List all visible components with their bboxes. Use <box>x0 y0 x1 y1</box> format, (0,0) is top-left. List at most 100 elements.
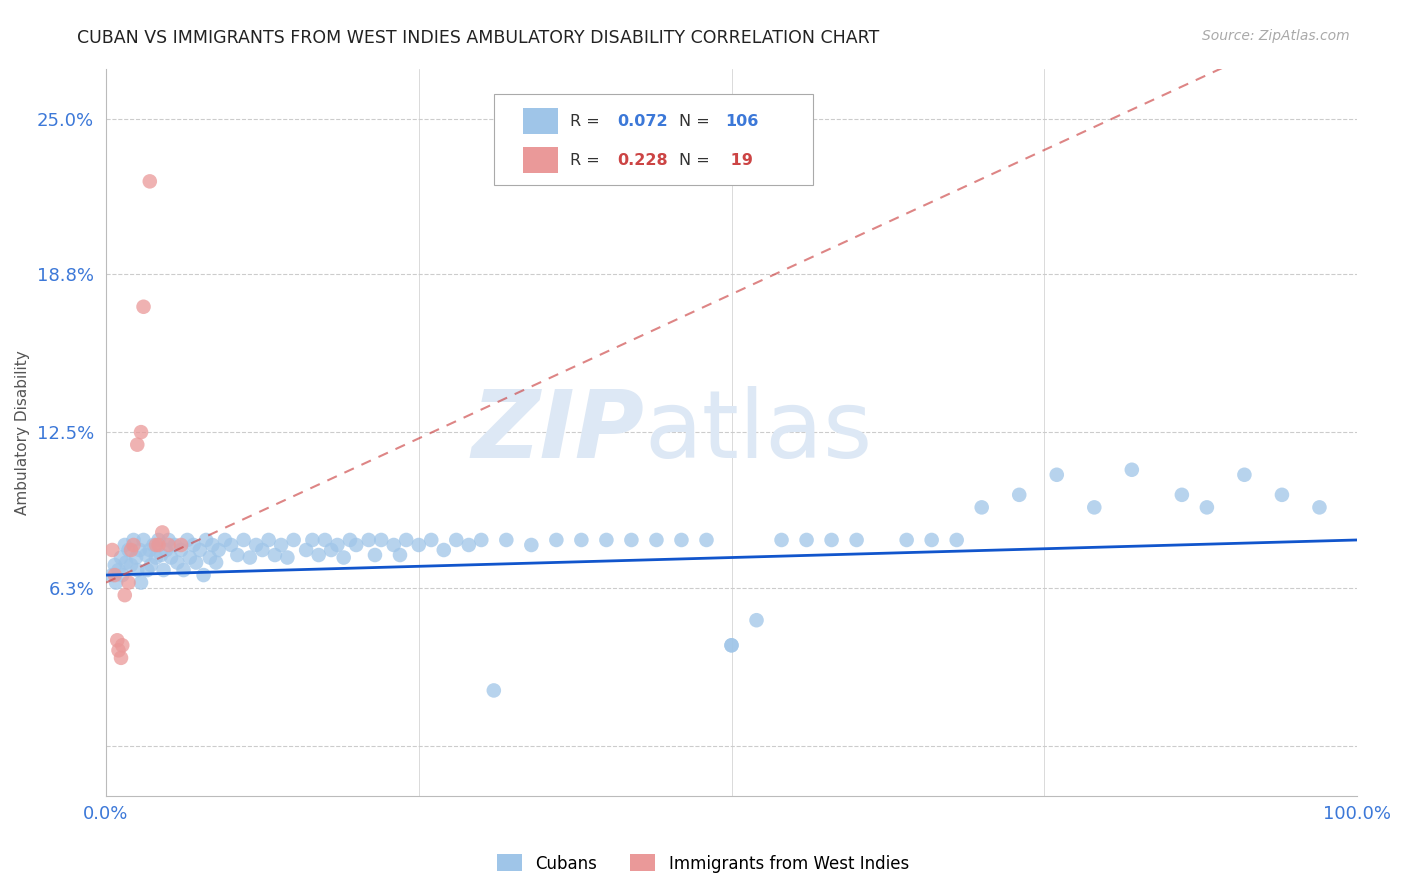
Text: N =: N = <box>679 153 714 168</box>
Point <box>120 558 142 572</box>
Point <box>163 538 186 552</box>
Point <box>115 556 138 570</box>
Point <box>195 533 218 547</box>
Point <box>1046 467 1069 482</box>
Point <box>595 533 617 547</box>
Point <box>344 538 367 552</box>
FancyBboxPatch shape <box>523 108 558 134</box>
Point <box>142 538 165 552</box>
Point <box>252 543 274 558</box>
Point <box>105 575 128 590</box>
Point <box>157 538 180 552</box>
Point <box>139 543 162 558</box>
Point <box>257 533 280 547</box>
Point <box>520 538 543 552</box>
Point <box>970 500 993 515</box>
Point <box>433 543 456 558</box>
Point <box>128 543 150 558</box>
Legend: Cubans, Immigrants from West Indies: Cubans, Immigrants from West Indies <box>491 847 915 880</box>
Text: CUBAN VS IMMIGRANTS FROM WEST INDIES AMBULATORY DISABILITY CORRELATION CHART: CUBAN VS IMMIGRANTS FROM WEST INDIES AMB… <box>77 29 880 47</box>
Point <box>301 533 323 547</box>
Point <box>179 550 201 565</box>
Point <box>720 638 742 652</box>
Point <box>470 533 492 547</box>
Point <box>1308 500 1330 515</box>
Point <box>326 538 349 552</box>
Point <box>201 538 224 552</box>
Point <box>395 533 418 547</box>
Point <box>166 556 188 570</box>
Point <box>117 543 139 558</box>
Point <box>1008 488 1031 502</box>
Point <box>845 533 868 547</box>
Point <box>620 533 643 547</box>
Point <box>173 563 195 577</box>
Point <box>104 568 127 582</box>
Point <box>239 550 262 565</box>
Point <box>370 533 392 547</box>
Point <box>546 533 568 547</box>
Point <box>176 533 198 547</box>
Point <box>127 438 149 452</box>
Point <box>226 548 249 562</box>
Point <box>107 643 129 657</box>
Point <box>170 543 193 558</box>
Text: 0.072: 0.072 <box>617 113 668 128</box>
Point <box>122 533 145 547</box>
FancyBboxPatch shape <box>523 147 558 173</box>
Point <box>127 563 149 577</box>
Point <box>457 538 479 552</box>
Point <box>308 548 330 562</box>
Point <box>745 613 768 627</box>
Point <box>160 550 183 565</box>
Point <box>314 533 336 547</box>
Point <box>1271 488 1294 502</box>
Point <box>188 543 211 558</box>
Point <box>139 558 162 572</box>
Point <box>152 563 174 577</box>
Point <box>420 533 443 547</box>
Point <box>720 638 742 652</box>
Point <box>695 533 717 547</box>
Point <box>114 588 136 602</box>
Point <box>671 533 693 547</box>
Point <box>110 550 132 565</box>
Point <box>1195 500 1218 515</box>
Point <box>129 575 152 590</box>
Point <box>157 533 180 547</box>
Point <box>205 556 228 570</box>
Point <box>150 548 173 562</box>
Point <box>155 543 177 558</box>
Point <box>569 533 592 547</box>
Point <box>198 550 221 565</box>
Point <box>495 533 517 547</box>
Point <box>107 563 129 577</box>
Text: 0.228: 0.228 <box>617 153 668 168</box>
Point <box>645 533 668 547</box>
Point <box>482 683 505 698</box>
Point <box>408 538 430 552</box>
Point <box>150 525 173 540</box>
Point <box>129 425 152 439</box>
Point <box>122 538 145 552</box>
Point <box>357 533 380 547</box>
Point <box>796 533 818 547</box>
Point <box>104 558 127 572</box>
Point <box>132 533 155 547</box>
Point <box>193 568 215 582</box>
Point <box>148 533 170 547</box>
Point <box>232 533 254 547</box>
Point <box>120 543 142 558</box>
Point <box>1233 467 1256 482</box>
Point <box>101 543 124 558</box>
Point <box>276 550 298 565</box>
Text: N =: N = <box>679 113 714 128</box>
Point <box>135 548 157 562</box>
Point <box>136 563 159 577</box>
Point <box>111 568 134 582</box>
Point <box>295 543 318 558</box>
Point <box>125 550 148 565</box>
Y-axis label: Ambulatory Disability: Ambulatory Disability <box>15 350 30 515</box>
Point <box>332 550 354 565</box>
Point <box>245 538 267 552</box>
